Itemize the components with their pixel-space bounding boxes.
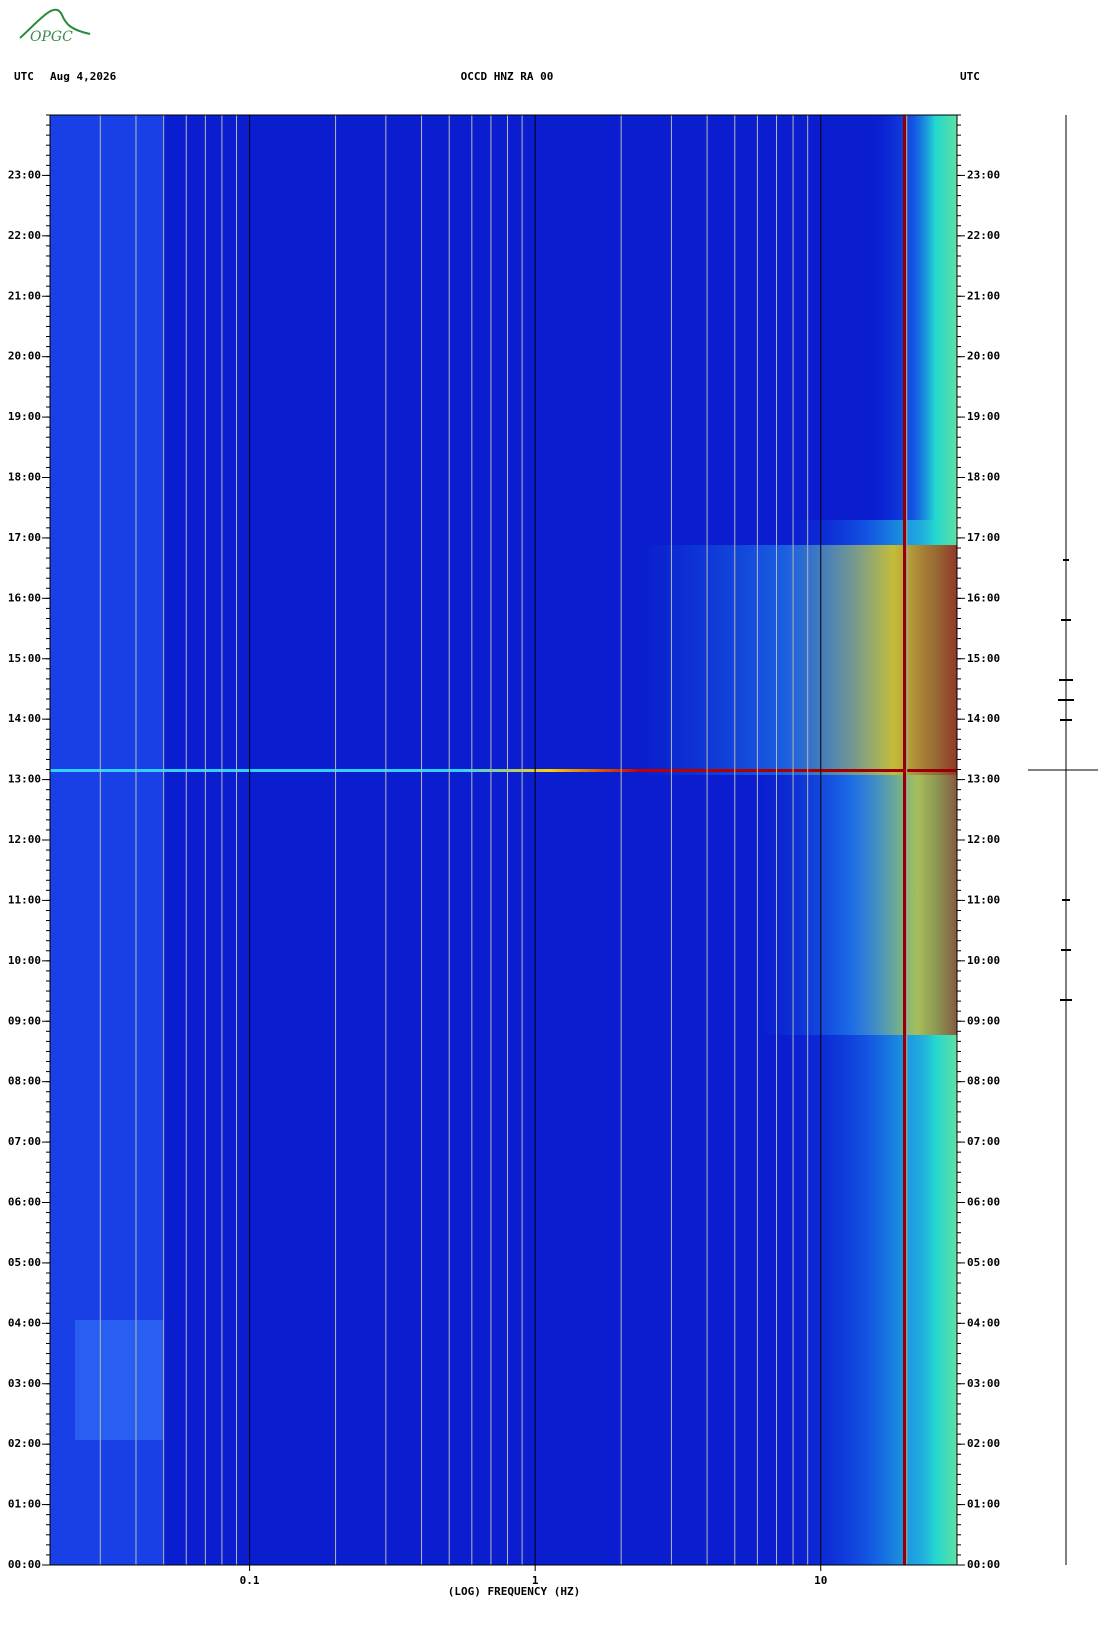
y-tick-label-right: 19:00 <box>967 410 1000 423</box>
x-tick-label: 1 <box>532 1574 539 1587</box>
logo-swoosh <box>19 8 91 39</box>
y-tick-label-right: 16:00 <box>967 591 1000 604</box>
y-tick-label: 18:00 <box>8 471 41 484</box>
y-tick-label-right: 21:00 <box>967 289 1000 302</box>
y-tick-label-right: 09:00 <box>967 1014 1000 1027</box>
date: Aug 4,2026 <box>50 70 117 83</box>
y-tick-label: 05:00 <box>8 1256 41 1269</box>
y-tick-label: 21:00 <box>8 289 41 302</box>
grid <box>99 115 908 1565</box>
y-tick-label: 23:00 <box>8 168 41 181</box>
y-tick-label-right: 14:00 <box>967 712 1000 725</box>
y-tick-label: 10:00 <box>8 954 41 967</box>
x-tick-label: 10 <box>814 1574 827 1587</box>
y-tick-label-right: 11:00 <box>967 893 1000 906</box>
y-tick-label-right: 06:00 <box>967 1196 1000 1209</box>
y-tick-label: 00:00 <box>8 1558 41 1571</box>
y-tick-label-right: 05:00 <box>967 1256 1000 1269</box>
y-tick-label: 13:00 <box>8 773 41 786</box>
waveform-bursts <box>1058 559 1074 1001</box>
chart-title: OCCD HNZ RA 00 <box>461 70 554 83</box>
y-tick-label-right: 12:00 <box>967 833 1000 846</box>
y-tick-label: 12:00 <box>8 833 41 846</box>
y-tick-label-right: 17:00 <box>967 531 1000 544</box>
y-tick-label: 09:00 <box>8 1014 41 1027</box>
y-tick-label: 02:00 <box>8 1437 41 1450</box>
y-tick-label-right: 23:00 <box>967 168 1000 181</box>
y-tick-label-right: 22:00 <box>967 229 1000 242</box>
right-utc: UTC <box>960 70 980 83</box>
y-tick-label-right: 07:00 <box>967 1135 1000 1148</box>
morning-activity <box>760 775 957 1035</box>
waveform <box>1028 115 1098 1565</box>
event-line <box>50 769 957 772</box>
y-tick-label: 19:00 <box>8 410 41 423</box>
y-tick-label: 01:00 <box>8 1498 41 1511</box>
y-tick-label: 14:00 <box>8 712 41 725</box>
x-axis-label: (LOG) FREQUENCY (HZ) <box>448 1585 580 1598</box>
tonal-line <box>903 115 907 1565</box>
y-tick-label: 22:00 <box>8 229 41 242</box>
y-tick-label-right: 10:00 <box>967 954 1000 967</box>
y-tick-label: 16:00 <box>8 591 41 604</box>
y-tick-label: 07:00 <box>8 1135 41 1148</box>
y-tick-label: 08:00 <box>8 1075 41 1088</box>
logo: OPGC <box>30 29 73 45</box>
y-tick-label-right: 04:00 <box>967 1316 1000 1329</box>
y-tick-label-right: 03:00 <box>967 1377 1000 1390</box>
y-tick-label-right: 20:00 <box>967 350 1000 363</box>
y-tick-label: 06:00 <box>8 1196 41 1209</box>
y-tick-label-right: 01:00 <box>967 1498 1000 1511</box>
y-tick-label-right: 08:00 <box>967 1075 1000 1088</box>
y-tick-label-right: 18:00 <box>967 471 1000 484</box>
y-tick-label: 11:00 <box>8 893 41 906</box>
y-tick-label: 04:00 <box>8 1316 41 1329</box>
y-tick-label-right: 00:00 <box>967 1558 1000 1571</box>
x-tick-label: 0.1 <box>240 1574 260 1587</box>
y-tick-label: 03:00 <box>8 1377 41 1390</box>
y-tick-label-right: 13:00 <box>967 773 1000 786</box>
spectrogram <box>50 115 957 1565</box>
daytime-activity <box>640 545 957 775</box>
left-utc: UTC <box>14 70 34 83</box>
y-tick-label-right: 02:00 <box>967 1437 1000 1450</box>
y-tick-label: 15:00 <box>8 652 41 665</box>
y-tick-label-right: 15:00 <box>967 652 1000 665</box>
y-tick-label: 17:00 <box>8 531 41 544</box>
low-frequency-burst <box>75 1320 163 1440</box>
y-tick-label: 20:00 <box>8 350 41 363</box>
